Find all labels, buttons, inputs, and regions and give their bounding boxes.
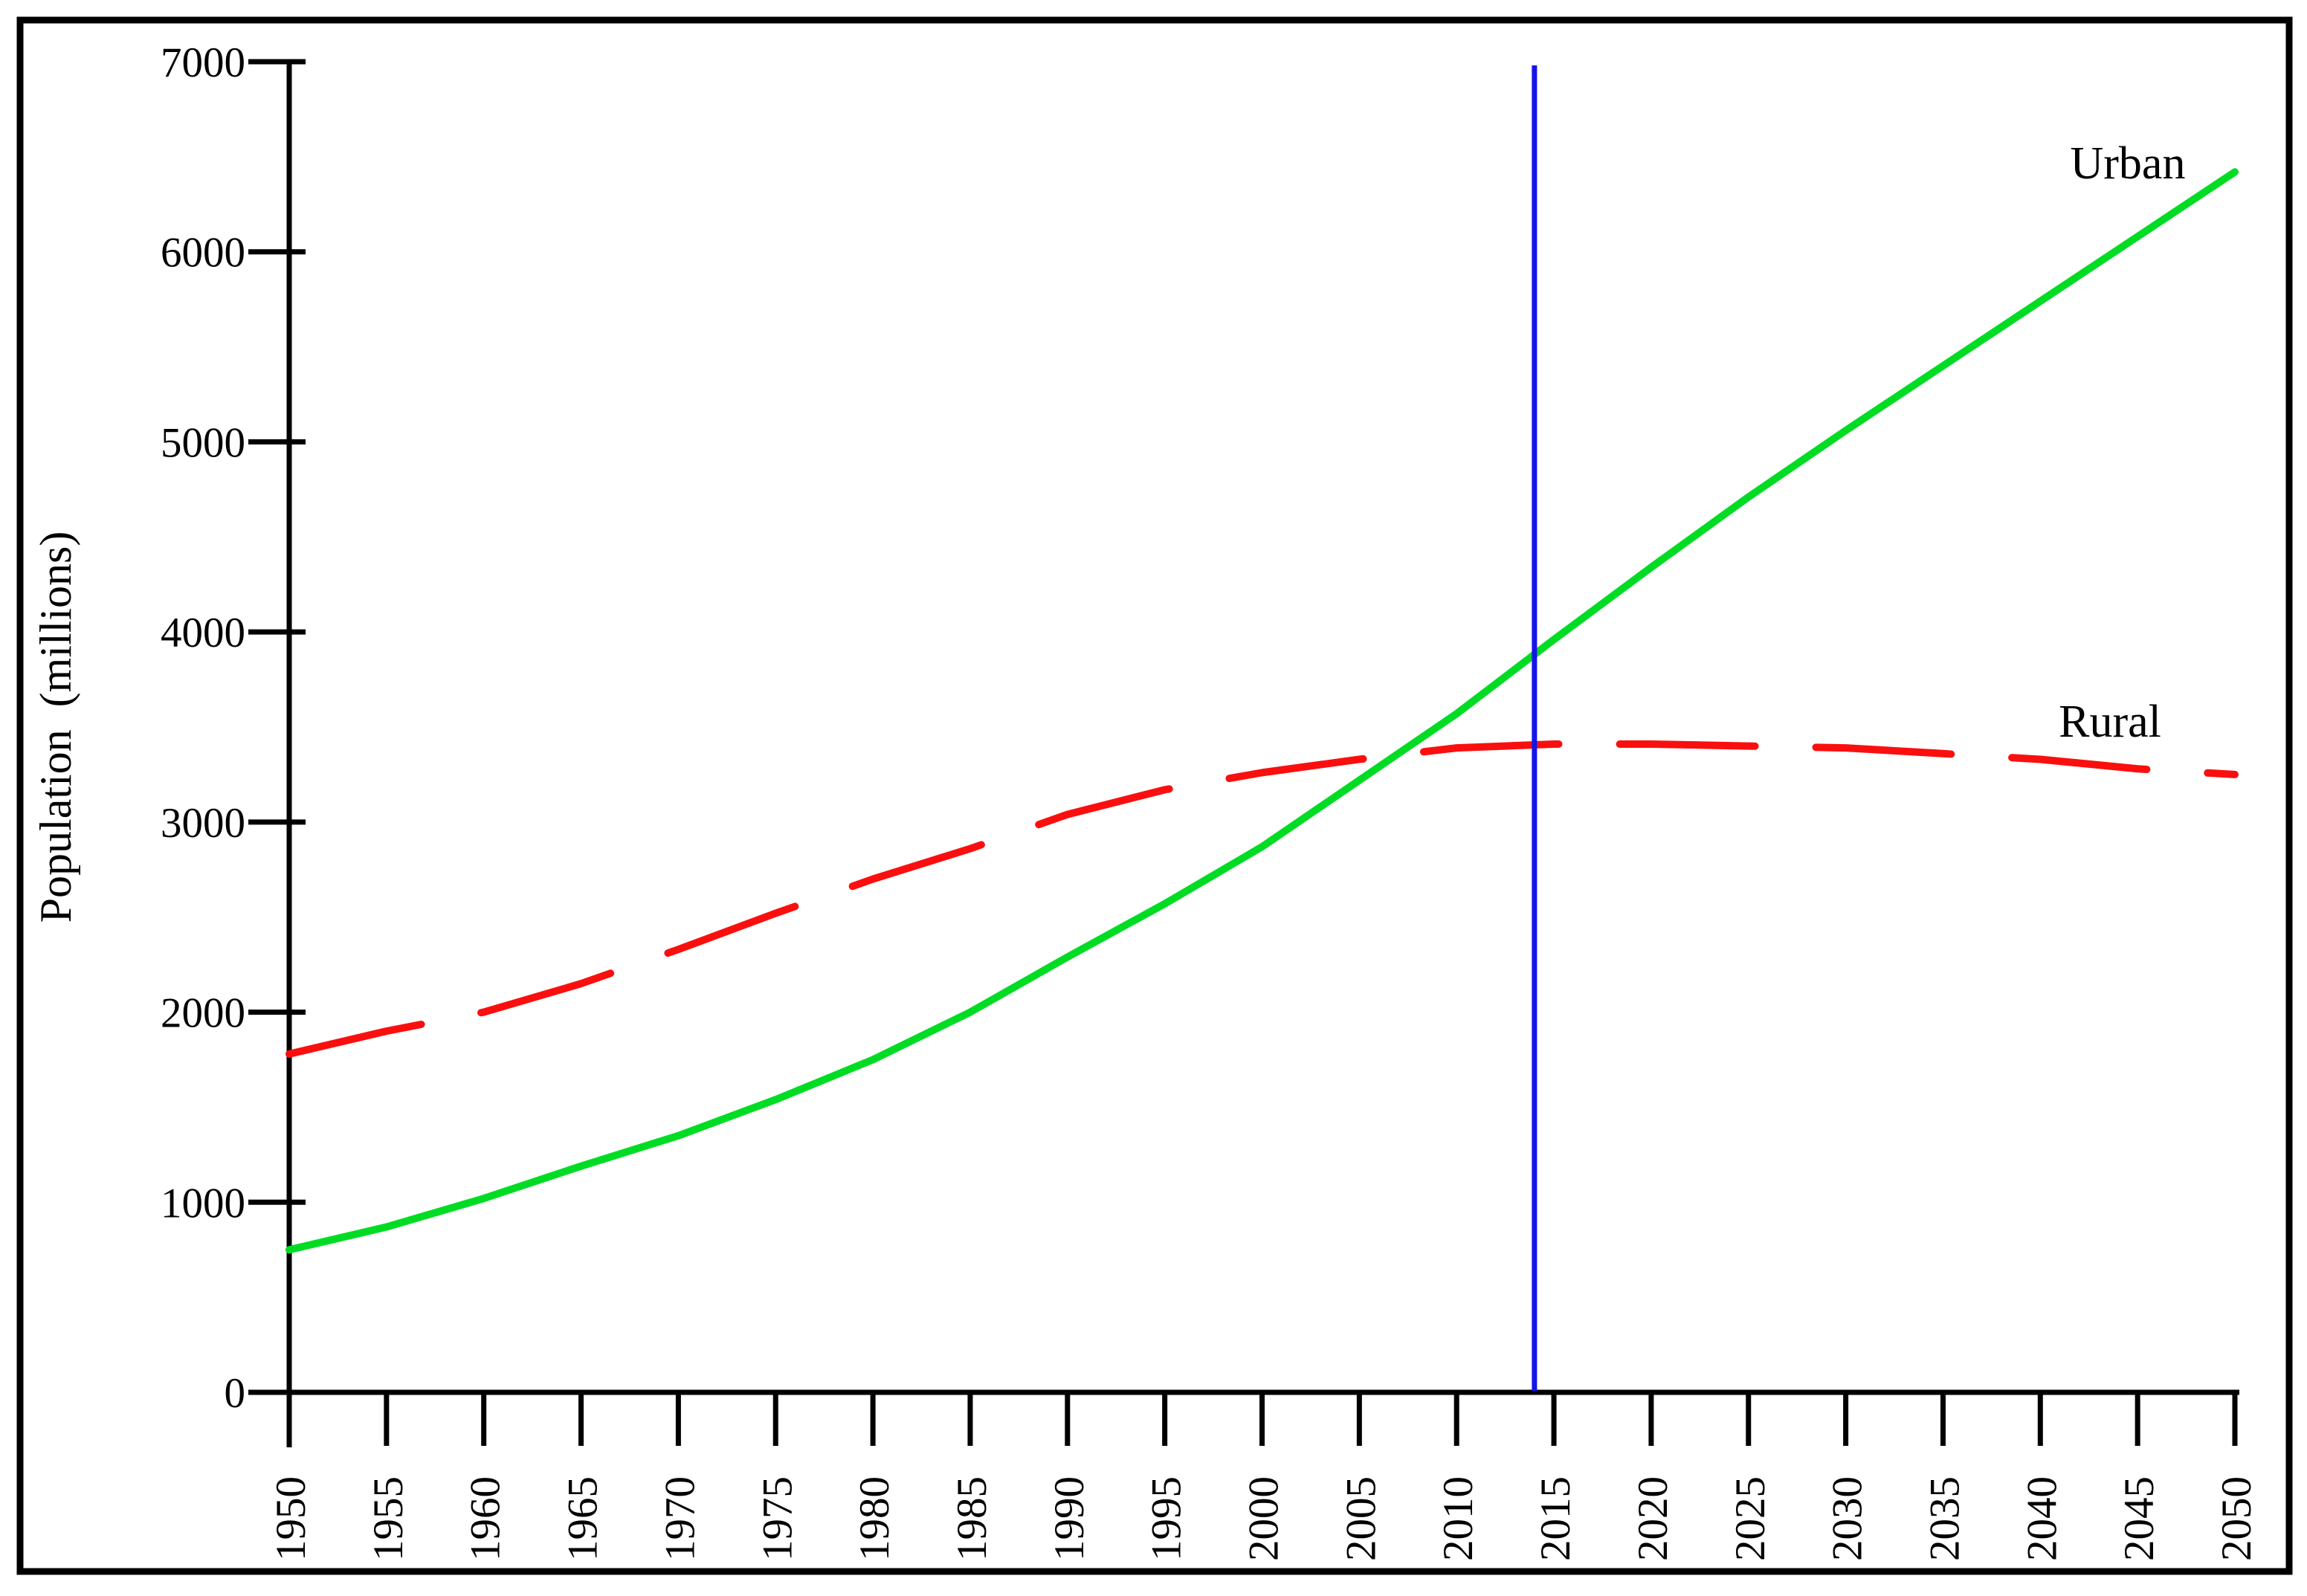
- x-axis-tick-label: 2050: [2213, 1476, 2260, 1561]
- y-axis-tick-label: 4000: [161, 610, 245, 656]
- x-axis-tick-label: 1995: [1143, 1476, 1190, 1561]
- urban-series-label: Urban: [2071, 138, 2186, 189]
- x-axis-tick-label: 1960: [462, 1476, 509, 1561]
- y-axis-tick-label: 3000: [161, 800, 245, 847]
- x-axis-tick-label: 2015: [1532, 1476, 1579, 1561]
- y-axis-tick-label: 2000: [161, 990, 245, 1037]
- rural-series-line: [285, 740, 2239, 1058]
- y-axis-tick-label: 6000: [161, 230, 245, 277]
- x-axis-tick-label: 2010: [1435, 1476, 1482, 1561]
- urban-series-line: [285, 168, 2239, 1254]
- x-axis-tick-label: 1955: [365, 1476, 412, 1561]
- x-axis-tick-label: 2030: [1824, 1476, 1871, 1561]
- x-axis-tick-label: 1965: [560, 1476, 607, 1561]
- x-axis-tick-label: 2005: [1338, 1476, 1384, 1561]
- y-axis-tick-label: 7000: [161, 39, 245, 86]
- x-axis-tick-label: 2020: [1630, 1476, 1677, 1561]
- x-axis-tick-label: 2040: [2019, 1476, 2065, 1561]
- y-axis-title: Population (millions): [31, 532, 80, 923]
- y-axis-tick-label: 0: [225, 1370, 246, 1417]
- x-axis-tick-label: 2035: [1921, 1476, 1968, 1561]
- x-axis-ticks: [286, 1392, 2238, 1446]
- y-axis-tick-label: 1000: [161, 1180, 245, 1227]
- y-axis-ticks: [248, 59, 306, 1395]
- x-axis-tick-label: 2000: [1241, 1476, 1288, 1561]
- y-axis-tick-label: 5000: [161, 419, 245, 466]
- x-axis-tick-label: 2025: [1727, 1476, 1774, 1561]
- x-axis-tick-label: 1970: [656, 1476, 703, 1561]
- x-axis-tick-label: 2045: [2116, 1476, 2163, 1561]
- x-axis-tick-labels: 1950 1955 1960 1965 1970 1975 1980 1985 1990 1995…: [268, 1476, 2260, 1561]
- rural-series-label: Rural: [2059, 697, 2161, 747]
- x-axis-tick-label: 1980: [851, 1476, 898, 1561]
- x-axis-tick-label: 1950: [268, 1476, 314, 1561]
- y-axis-tick-labels: 0 1000 2000 3000 4000 5000 6000 7000: [161, 39, 245, 1417]
- outer-border: [16, 16, 2293, 1575]
- x-axis-tick-label: 1990: [1046, 1476, 1093, 1561]
- x-axis-tick-label: 1975: [754, 1476, 801, 1561]
- x-axis-tick-label: 1985: [949, 1476, 996, 1561]
